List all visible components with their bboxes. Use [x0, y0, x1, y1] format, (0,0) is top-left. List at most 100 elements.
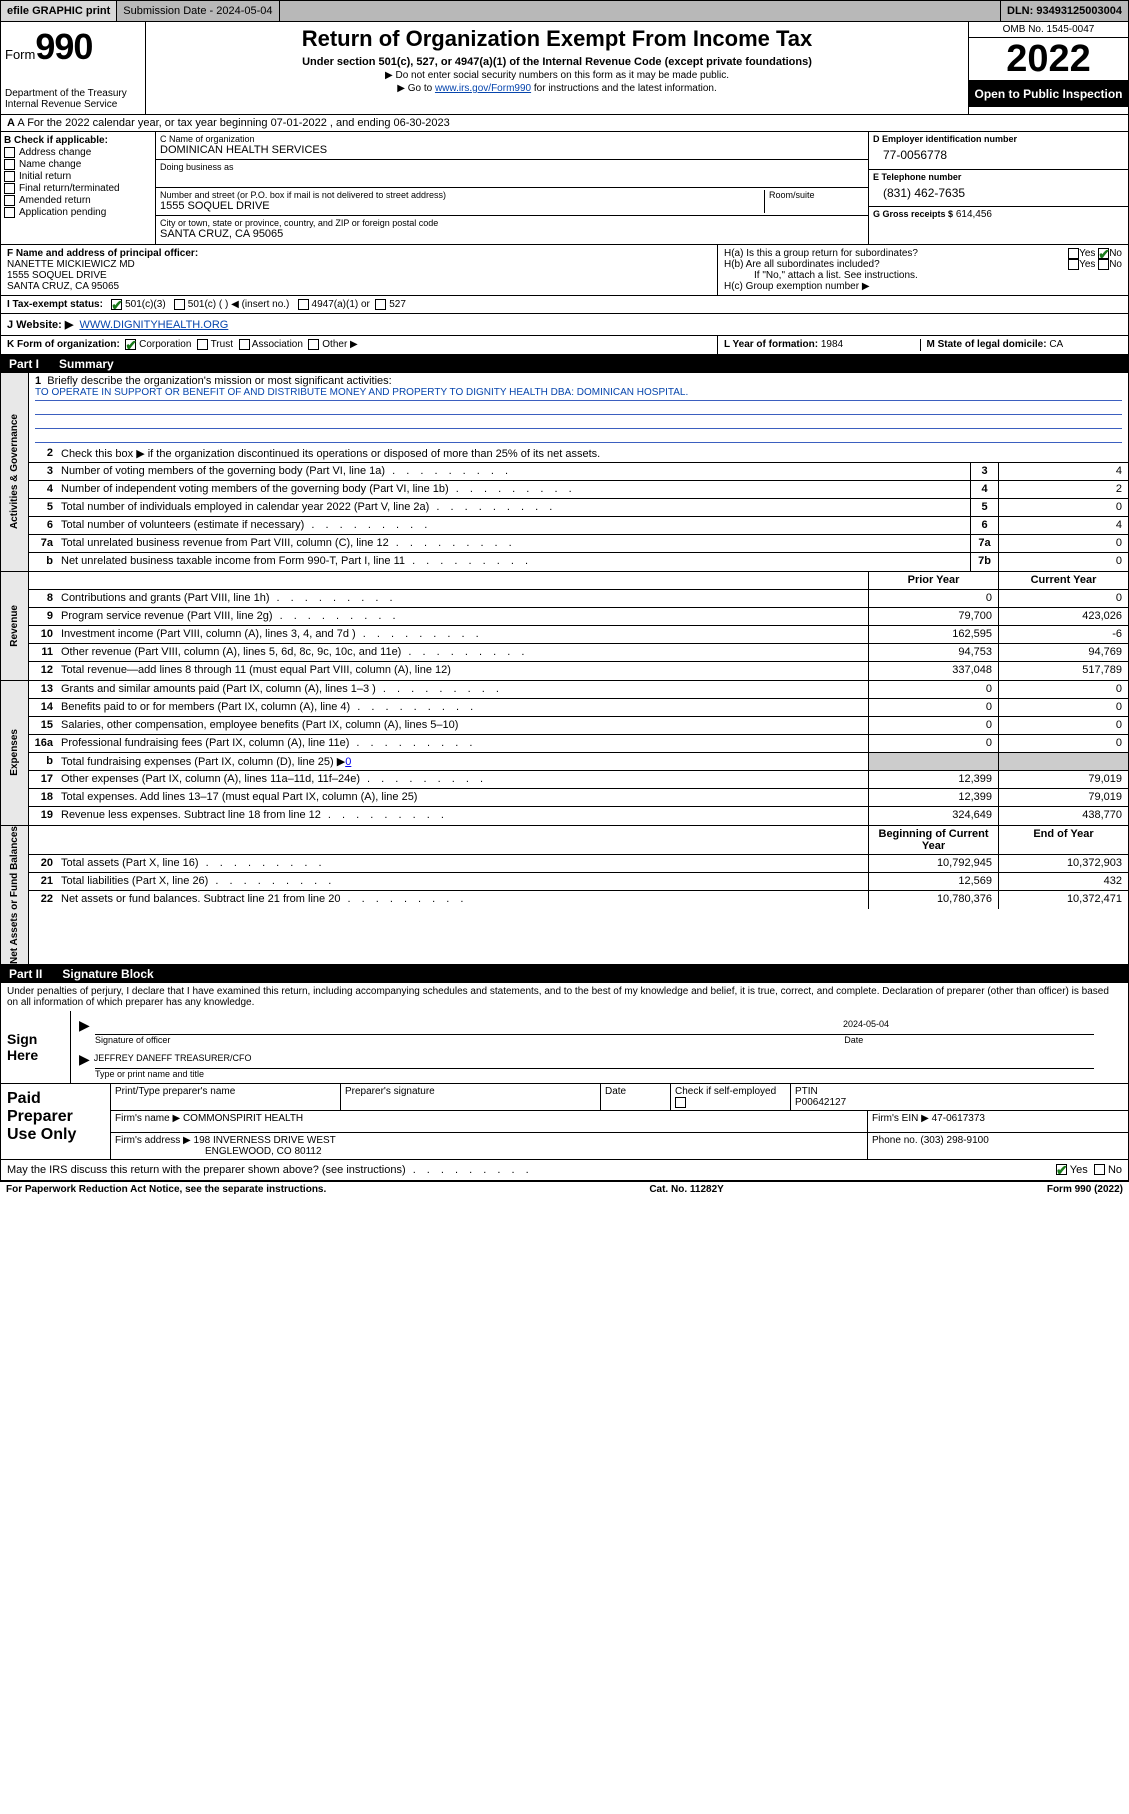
tax-year: 2022	[969, 38, 1128, 81]
paid-preparer-block: Paid Preparer Use Only Print/Type prepar…	[0, 1084, 1129, 1160]
officer-signature-name: JEFFREY DANEFF TREASURER/CFO	[90, 1051, 1094, 1068]
website-link[interactable]: WWW.DIGNITYHEALTH.ORG	[79, 319, 228, 331]
val-17-prior: 12,399	[868, 771, 998, 788]
val-16a-prior: 0	[868, 735, 998, 752]
mission-text: TO OPERATE IN SUPPORT OR BENEFIT OF AND …	[35, 387, 1122, 401]
cb-other[interactable]	[308, 339, 319, 350]
link-16b[interactable]: 0	[345, 756, 351, 768]
cb-4947[interactable]	[298, 299, 309, 310]
phone-cell: E Telephone number (831) 462-7635	[869, 170, 1128, 208]
gross-receipts-cell: G Gross receipts $ 614,456	[869, 207, 1128, 244]
sign-here-label: Sign Here	[1, 1011, 71, 1083]
year-formation: 1984	[821, 339, 843, 350]
form-warning-1: ▶ Do not enter social security numbers o…	[150, 70, 964, 81]
val-15-curr: 0	[998, 717, 1128, 734]
footer-mid: Cat. No. 11282Y	[649, 1184, 723, 1195]
cb-application-pending[interactable]: Application pending	[4, 207, 152, 218]
cb-final-return[interactable]: Final return/terminated	[4, 183, 152, 194]
vlabel-revenue: Revenue	[1, 572, 29, 680]
val-10-prior: 162,595	[868, 626, 998, 643]
cb-hb-yes[interactable]	[1068, 259, 1079, 270]
cb-name-change[interactable]: Name change	[4, 159, 152, 170]
open-to-public: Open to Public Inspection	[969, 81, 1128, 107]
cb-ha-yes[interactable]	[1068, 248, 1079, 259]
val-21-end: 432	[998, 873, 1128, 890]
form-subtitle: Under section 501(c), 527, or 4947(a)(1)…	[150, 56, 964, 68]
val-3: 4	[998, 463, 1128, 480]
ptin-value: P00642127	[795, 1097, 1124, 1108]
vlabel-governance: Activities & Governance	[1, 373, 29, 571]
val-18-prior: 12,399	[868, 789, 998, 806]
ein-value: 77-0056778	[873, 144, 1124, 162]
val-11-prior: 94,753	[868, 644, 998, 661]
col-de: D Employer identification number 77-0056…	[868, 132, 1128, 244]
section-expenses: Expenses 13Grants and similar amounts pa…	[0, 681, 1129, 826]
section-bcde: B Check if applicable: Address change Na…	[0, 132, 1129, 245]
efile-print-button[interactable]: efile GRAPHIC print	[1, 1, 117, 21]
cb-501c3[interactable]	[111, 299, 122, 310]
firm-address-1: 198 INVERNESS DRIVE WEST	[194, 1135, 336, 1146]
val-12-curr: 517,789	[998, 662, 1128, 680]
form-label: Form	[5, 47, 35, 62]
col-b-header: B Check if applicable:	[4, 135, 152, 146]
val-14-curr: 0	[998, 699, 1128, 716]
part-1-header: Part I Summary	[0, 355, 1129, 373]
footer-right: Form 990 (2022)	[1047, 1184, 1123, 1195]
val-13-prior: 0	[868, 681, 998, 698]
val-22-beg: 10,780,376	[868, 891, 998, 909]
city-cell: City or town, state or province, country…	[156, 216, 868, 244]
val-8-curr: 0	[998, 590, 1128, 607]
vlabel-expenses: Expenses	[1, 681, 29, 825]
val-15-prior: 0	[868, 717, 998, 734]
cb-corporation[interactable]	[125, 339, 136, 350]
cb-self-employed[interactable]	[675, 1097, 686, 1108]
org-name-cell: C Name of organization DOMINICAN HEALTH …	[156, 132, 868, 160]
principal-officer: F Name and address of principal officer:…	[1, 245, 718, 295]
arrow-icon-2: ▶	[79, 1051, 90, 1068]
org-name: DOMINICAN HEALTH SERVICES	[160, 144, 864, 156]
val-8-prior: 0	[868, 590, 998, 607]
irs-discuss-row: May the IRS discuss this return with the…	[0, 1160, 1129, 1181]
firm-address-2: ENGLEWOOD, CO 80112	[115, 1146, 863, 1157]
footer-left: For Paperwork Reduction Act Notice, see …	[6, 1184, 326, 1195]
val-12-prior: 337,048	[868, 662, 998, 680]
signature-intro: Under penalties of perjury, I declare th…	[0, 983, 1129, 1011]
firm-name: COMMONSPIRIT HEALTH	[183, 1113, 303, 1124]
cb-trust[interactable]	[197, 339, 208, 350]
sig-date: 2024-05-04	[839, 1017, 1094, 1034]
cb-501c[interactable]	[174, 299, 185, 310]
vlabel-net-assets: Net Assets or Fund Balances	[1, 826, 29, 964]
val-10-curr: -6	[998, 626, 1128, 643]
val-9-curr: 423,026	[998, 608, 1128, 625]
section-governance: Activities & Governance 1 Briefly descri…	[0, 373, 1129, 572]
cb-association[interactable]	[239, 339, 250, 350]
cb-527[interactable]	[375, 299, 386, 310]
part-2-header: Part II Signature Block	[0, 965, 1129, 983]
row-a-tax-year: A A For the 2022 calendar year, or tax y…	[0, 115, 1129, 132]
val-17-curr: 79,019	[998, 771, 1128, 788]
col-c-org-info: C Name of organization DOMINICAN HEALTH …	[156, 132, 868, 244]
blank-cell	[280, 1, 1002, 21]
irs-link[interactable]: www.irs.gov/Form990	[435, 83, 531, 94]
omb-number: OMB No. 1545-0047	[969, 22, 1128, 38]
row-j-website: J Website: ▶ WWW.DIGNITYHEALTH.ORG	[0, 314, 1129, 336]
val-5: 0	[998, 499, 1128, 516]
val-16a-curr: 0	[998, 735, 1128, 752]
val-20-end: 10,372,903	[998, 855, 1128, 872]
cb-discuss-no[interactable]	[1094, 1164, 1105, 1175]
section-revenue: Revenue Prior YearCurrent Year 8Contribu…	[0, 572, 1129, 681]
cb-amended-return[interactable]: Amended return	[4, 195, 152, 206]
form-header-center: Return of Organization Exempt From Incom…	[146, 22, 968, 114]
cb-ha-no[interactable]	[1098, 248, 1109, 259]
val-9-prior: 79,700	[868, 608, 998, 625]
cb-discuss-yes[interactable]	[1056, 1164, 1067, 1175]
cb-address-change[interactable]: Address change	[4, 147, 152, 158]
col-b-checkboxes: B Check if applicable: Address change Na…	[1, 132, 156, 244]
val-21-beg: 12,569	[868, 873, 998, 890]
section-net-assets: Net Assets or Fund Balances Beginning of…	[0, 826, 1129, 965]
cb-hb-no[interactable]	[1098, 259, 1109, 270]
val-14-prior: 0	[868, 699, 998, 716]
form-title: Return of Organization Exempt From Incom…	[150, 26, 964, 52]
cb-initial-return[interactable]: Initial return	[4, 171, 152, 182]
val-19-curr: 438,770	[998, 807, 1128, 825]
